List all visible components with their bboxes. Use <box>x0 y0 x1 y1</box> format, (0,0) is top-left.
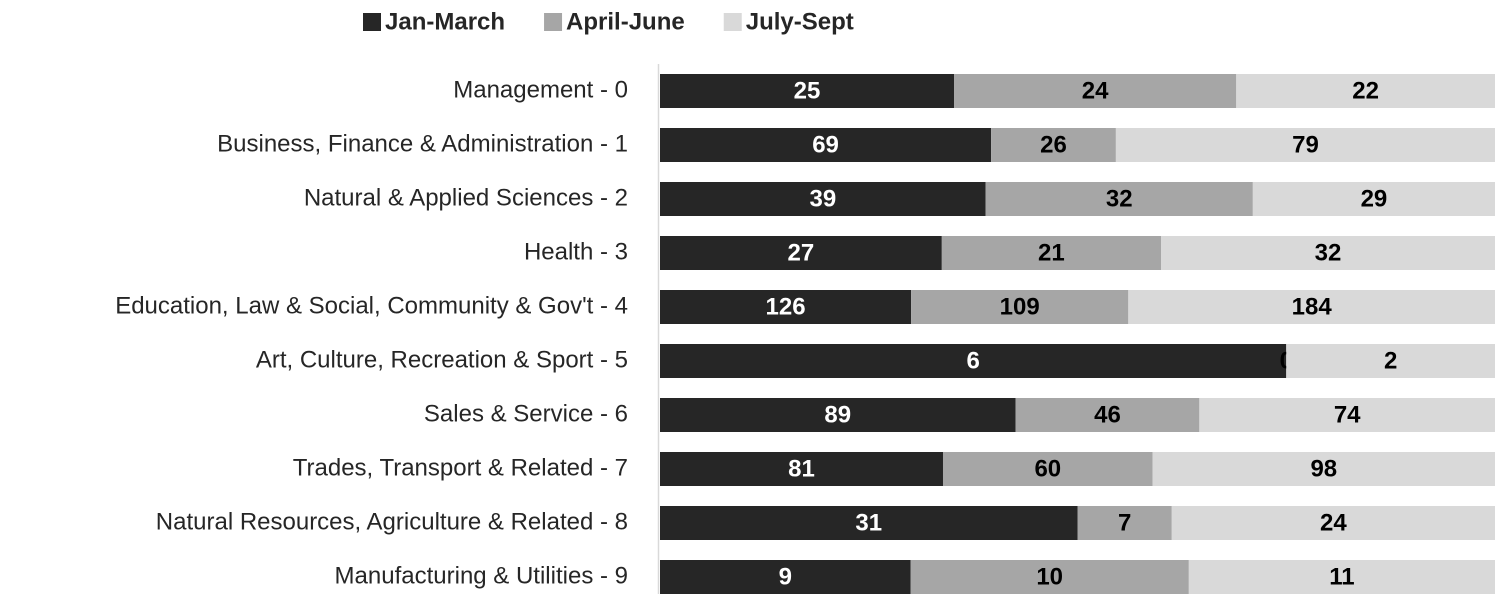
bar-segment <box>941 236 1161 270</box>
category-label: Business, Finance & Administration - 1 <box>217 130 628 157</box>
category-label: Trades, Transport & Related - 7 <box>293 454 628 481</box>
category-label: Manufacturing & Utilities - 9 <box>335 562 628 589</box>
legend-label: July-Sept <box>746 8 854 35</box>
bar-segment <box>942 452 1153 486</box>
data-label: 11 <box>1329 563 1354 590</box>
category-label: Art, Culture, Recreation & Sport - 5 <box>256 346 628 373</box>
bar-segment <box>1188 560 1495 594</box>
data-label: 39 <box>809 185 836 212</box>
bar-segment <box>954 74 1237 108</box>
bar-segment <box>660 560 911 594</box>
category-label: Education, Law & Social, Community & Gov… <box>115 292 628 319</box>
data-label: 81 <box>788 455 815 482</box>
data-label: 29 <box>1361 185 1388 212</box>
bar-segment <box>1077 506 1172 540</box>
bar-segment <box>1286 344 1495 378</box>
data-label: 22 <box>1352 77 1379 104</box>
bar-segment <box>660 236 942 270</box>
data-label: 9 <box>779 563 792 590</box>
data-label: 69 <box>812 131 839 158</box>
data-label: 109 <box>1000 293 1040 320</box>
data-label: 26 <box>1040 131 1067 158</box>
data-label: 60 <box>1034 455 1061 482</box>
bar-segment <box>1236 74 1495 108</box>
data-label: 184 <box>1292 293 1333 320</box>
bar-segment <box>660 74 955 108</box>
data-label: 32 <box>1315 239 1342 266</box>
bar-segment <box>911 290 1129 324</box>
bar-segment <box>660 182 986 216</box>
category-label: Health - 3 <box>524 238 628 265</box>
data-label: 27 <box>788 239 815 266</box>
bar-segment <box>985 182 1253 216</box>
data-label: 79 <box>1292 131 1319 158</box>
legend-label: Jan-March <box>385 8 505 35</box>
data-label: 25 <box>794 77 821 104</box>
data-label: 32 <box>1106 185 1133 212</box>
data-label: 89 <box>824 401 851 428</box>
data-label: 126 <box>766 293 806 320</box>
category-label: Natural Resources, Agriculture & Related… <box>156 508 628 535</box>
bar-segment <box>660 398 1016 432</box>
bar-segment <box>660 506 1078 540</box>
data-label: 31 <box>855 509 882 536</box>
bar-segment <box>1115 128 1495 162</box>
bar-segment <box>991 128 1116 162</box>
bar-segment <box>1161 236 1495 270</box>
data-label: 2 <box>1384 347 1397 374</box>
bar-segment <box>660 452 943 486</box>
data-label: 24 <box>1320 509 1347 536</box>
data-label: 24 <box>1082 77 1109 104</box>
category-label: Natural & Applied Sciences - 2 <box>304 184 628 211</box>
data-label: 74 <box>1334 401 1361 428</box>
bar-segment <box>660 344 1287 378</box>
legend-swatch <box>723 13 742 31</box>
data-label: 21 <box>1038 239 1065 266</box>
bar-segment <box>1171 506 1495 540</box>
bar-segment <box>660 128 992 162</box>
bar-segment <box>1015 398 1200 432</box>
data-label: 7 <box>1118 509 1131 536</box>
bar-segment <box>910 560 1189 594</box>
bar-segment <box>660 290 912 324</box>
data-label: 6 <box>966 347 979 374</box>
bar-segment <box>1252 182 1495 216</box>
legend-swatch <box>363 13 381 31</box>
bar-segment <box>1199 398 1495 432</box>
data-label: 10 <box>1036 563 1063 590</box>
data-label: 46 <box>1094 401 1121 428</box>
legend-label: April-June <box>566 8 685 35</box>
category-label: Management - 0 <box>453 76 628 103</box>
bar-segment <box>1128 290 1495 324</box>
legend-swatch <box>544 13 563 31</box>
bar-segment <box>1152 452 1495 486</box>
category-label: Sales & Service - 6 <box>424 400 628 427</box>
data-label: 98 <box>1310 455 1337 482</box>
